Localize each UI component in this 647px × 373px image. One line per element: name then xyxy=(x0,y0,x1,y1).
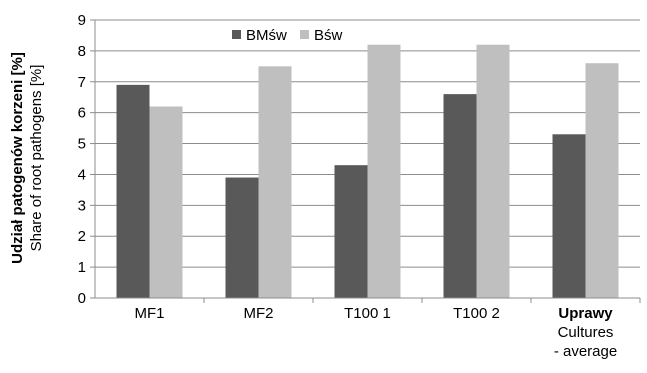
category-label: - average xyxy=(554,343,617,360)
axes xyxy=(90,19,641,303)
legend: BMśw Bśw xyxy=(232,27,343,44)
category-label: Uprawy xyxy=(558,305,613,322)
y-axis-title-primary: Udział patogenów korzeni [%] xyxy=(9,52,26,264)
category-label: T100 2 xyxy=(453,305,500,322)
bar-bmsw xyxy=(116,84,150,298)
y-tick-label: 5 xyxy=(78,136,86,153)
y-axis-title: Udział patogenów korzeni [%] Share of ro… xyxy=(9,52,45,264)
category-label: MF2 xyxy=(244,305,274,322)
legend-label: BMśw xyxy=(246,27,287,44)
legend-label: Bśw xyxy=(314,27,343,44)
y-tick-label: 6 xyxy=(78,105,86,122)
bar-bsw xyxy=(149,106,183,298)
bar-bsw xyxy=(585,63,619,298)
y-tick-label: 1 xyxy=(78,259,86,276)
y-tick-labels: 0 1 2 3 4 5 6 7 8 9 xyxy=(78,12,86,307)
category-labels: MF1 MF2 T100 1 T100 2 Uprawy Cultures - averag… xyxy=(135,305,618,360)
category-label: MF1 xyxy=(135,305,165,322)
y-axis-title-secondary: Share of root pathogens [%] xyxy=(28,65,45,252)
y-tick-label: 2 xyxy=(78,228,86,245)
category-label: Cultures xyxy=(558,324,614,341)
bar-bmsw xyxy=(443,94,477,298)
y-tick-label: 8 xyxy=(78,43,86,60)
y-tick-label: 7 xyxy=(78,74,86,91)
y-tick-label: 9 xyxy=(78,12,86,29)
bar-bsw xyxy=(476,44,510,298)
bar-bsw xyxy=(367,44,401,298)
legend-swatch xyxy=(232,30,241,39)
y-tick-label: 0 xyxy=(78,290,86,307)
bar-bsw xyxy=(258,66,292,298)
legend-swatch xyxy=(300,30,309,39)
bar-bmsw xyxy=(225,177,259,298)
y-tick-label: 3 xyxy=(78,197,86,214)
category-label: T100 1 xyxy=(344,305,391,322)
y-tick-label: 4 xyxy=(78,166,86,183)
bar-bmsw xyxy=(334,165,368,298)
bars xyxy=(116,44,619,298)
bar-bmsw xyxy=(552,134,586,298)
